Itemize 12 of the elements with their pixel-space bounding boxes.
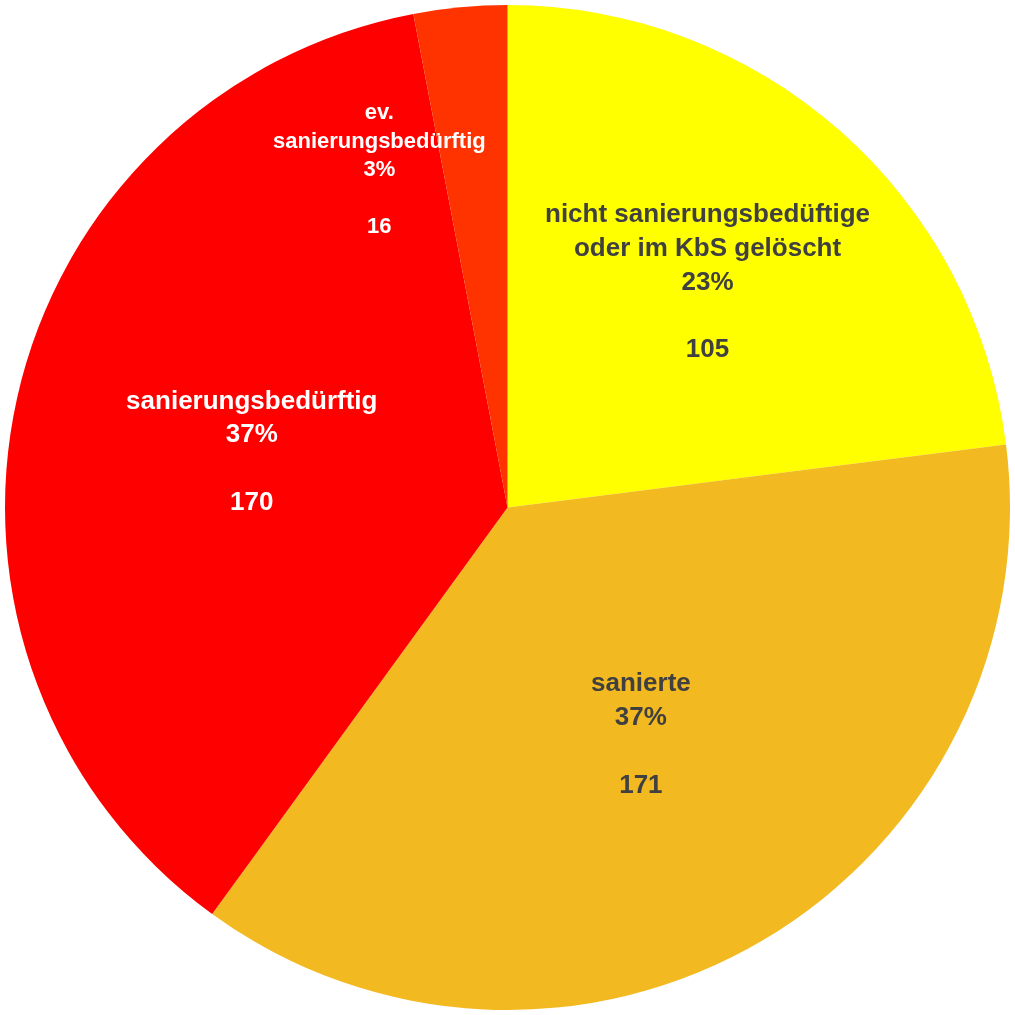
pie-slice: [507, 5, 1007, 508]
pie-slice: [212, 444, 1010, 1010]
slice-label: sanierungsbedürftig: [273, 127, 486, 153]
text: 3% 16: [363, 156, 396, 239]
slice-label: nicht sanierungsbedüftige oder im KbS gelöscht: [545, 198, 871, 262]
text: 37% 171: [614, 701, 667, 799]
category-label: ev.: [364, 99, 394, 124]
pie-slice: [5, 13, 508, 915]
slice-label: sanierte: [591, 667, 691, 698]
text: 23% 105: [681, 265, 734, 364]
text: 37% 170: [225, 418, 278, 517]
slice-label: sanierungsbedürftig: [126, 384, 378, 415]
